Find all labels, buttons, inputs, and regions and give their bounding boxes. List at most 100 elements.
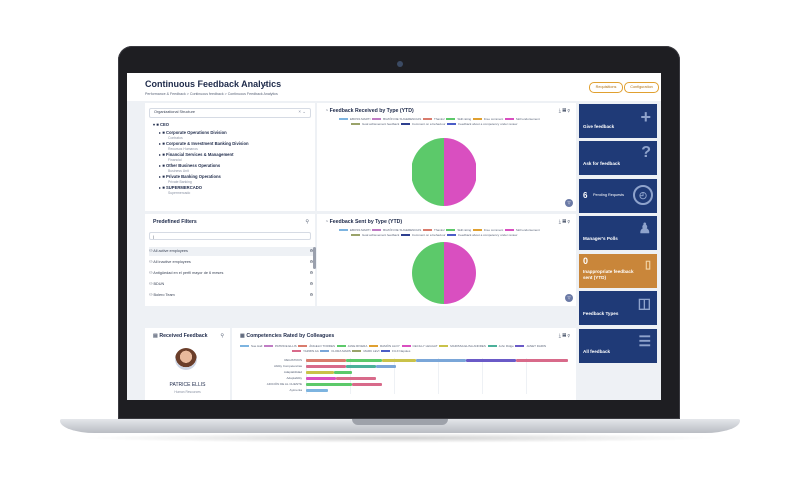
list-item[interactable]: ⚇ Bolero Team ⚙ <box>149 291 319 300</box>
bar-segment[interactable] <box>306 370 334 374</box>
tile-label: Pending Requests <box>593 193 625 197</box>
user-icon: ⚇ <box>149 271 153 275</box>
legend-item: ÁNGELO TORRES <box>309 344 335 348</box>
bar-segment[interactable] <box>306 364 346 368</box>
received-by-type-panel: ◔ Feedback Received by Type (YTD) ⤓ ▦ ⚲ … <box>317 103 576 211</box>
requisitions-button[interactable]: Requisitions <box>589 82 623 93</box>
gear-icon[interactable]: ⚙ <box>309 260 313 264</box>
download-icon[interactable]: ⤓ <box>558 219 561 225</box>
filter-icon[interactable]: ▽ <box>565 199 573 207</box>
gear-icon[interactable]: ⚙ <box>309 249 313 253</box>
competency-label: REGISTROS <box>284 358 302 362</box>
chevron-down-icon[interactable]: ⌄ <box>262 81 268 88</box>
legend-item: Free comment <box>483 117 504 121</box>
all-feedback-tile[interactable]: All feedback ☰ <box>579 329 657 363</box>
legend-item: Skill rating <box>457 228 472 232</box>
legend-item: BUZÓN DE SUGERENCIAS <box>383 228 422 232</box>
bar-segment[interactable] <box>334 370 352 374</box>
feedback-types-tile[interactable]: Feedback Types ◫ <box>579 291 657 325</box>
give-feedback-tile[interactable]: Give feedback + <box>579 104 657 138</box>
bar-segment[interactable] <box>346 358 382 362</box>
search-icon[interactable]: ⚲ <box>567 108 570 114</box>
tree-item[interactable]: ▸ ■ Private Banking Operations Private Ba… <box>159 174 221 184</box>
legend: YAZMIN AA FLORA MARS MARK LEVI FUJI Napo… <box>292 349 410 353</box>
competencies-title: Competencies Rated by Colleagues <box>246 333 335 339</box>
tree-item-label: Financial Services & Management <box>165 152 234 157</box>
bar-segment[interactable] <box>306 376 336 380</box>
pie-slice-skill-endorsement[interactable] <box>444 138 476 206</box>
bar-segment[interactable] <box>346 364 376 368</box>
list-item[interactable]: ⚇ All inactive employees ⚙ <box>149 258 319 267</box>
search-icon[interactable]: ⚲ <box>305 219 309 225</box>
bar-segment[interactable] <box>466 358 516 362</box>
list-item[interactable]: ⚇ BDUN ⚙ <box>149 280 319 289</box>
list-item[interactable]: ⚇ Antigüedad en el perfil mayor de 6 mes… <box>149 269 319 278</box>
download-icon[interactable]: ⤓ <box>558 108 561 114</box>
top-bar: Continuous Feedback Analytics ⌄ Performa… <box>127 73 661 101</box>
tree-root-label: CEO <box>159 122 170 127</box>
org-structure-select[interactable]: Organizational Structure × ⌄ <box>149 108 311 118</box>
bar-segment[interactable] <box>376 364 396 368</box>
filter-icon[interactable]: ▽ <box>565 294 573 302</box>
tree-root[interactable]: ▾ ■ CEO <box>153 122 170 127</box>
legend-item: Feedback about a competency under review <box>458 233 518 237</box>
pending-requests-tile[interactable]: 6 Pending Requests ◴ <box>579 179 657 213</box>
tree-item-label: Other Business Operations <box>165 163 221 168</box>
clock-icon: ◴ <box>633 185 653 205</box>
tree-item[interactable]: ▸ ■ Other Business Operations Business Un… <box>159 163 221 173</box>
inappropriate-feedback-tile[interactable]: 0 Inappropriate feedback sent (YTD) ▯ <box>579 254 657 288</box>
search-icon[interactable]: ⚲ <box>567 333 570 339</box>
tree-item[interactable]: ▸ ■ SUPERMERCADO Supermercado <box>159 185 203 195</box>
types-icon: ◫ <box>637 295 651 311</box>
breadcrumb[interactable]: Performance & Feedback > Continuous feed… <box>145 92 278 96</box>
ask-for-feedback-tile[interactable]: Ask for feedback ? <box>579 141 657 175</box>
legend-item: Thanks! <box>433 117 445 121</box>
gear-icon[interactable]: ⚙ <box>309 282 313 286</box>
table-icon[interactable]: ▦ <box>562 108 567 114</box>
pie-slice-skill-endorsement[interactable] <box>444 242 476 304</box>
webcam-icon <box>397 61 403 67</box>
avatar[interactable] <box>175 348 197 370</box>
tree-item[interactable]: ▸ ■ Financial Services & Management Finan… <box>159 152 234 162</box>
search-icon[interactable]: ⚲ <box>567 219 570 225</box>
bar-segment[interactable] <box>382 358 416 362</box>
list-item[interactable]: ⚇ All active employees ⚙ <box>149 247 319 256</box>
configuration-button[interactable]: Configuration <box>624 82 659 93</box>
legend-item: Skill endorsement <box>515 117 540 121</box>
gear-icon[interactable]: ⚙ <box>309 271 313 275</box>
tree-item-sub: Recursos Humanos <box>168 147 198 151</box>
filter-search-input[interactable]: | <box>149 232 311 240</box>
close-icon[interactable]: × ⌄ <box>298 109 306 114</box>
legend-item: BUZÓN DE SUGERENCIAS <box>383 117 422 121</box>
bar-segment[interactable] <box>306 388 328 392</box>
legend-item: CECILLY LEGGAT <box>412 344 438 348</box>
bar-segment[interactable] <box>306 382 352 386</box>
bar-segment[interactable] <box>416 358 466 362</box>
org-select-value: Organizational Structure <box>154 110 195 114</box>
filters-title: Predefined Filters <box>153 219 197 225</box>
bar-segment[interactable] <box>352 382 382 386</box>
scrollbar[interactable] <box>313 247 316 269</box>
legend-item: YAZMIN AA <box>303 349 319 353</box>
bar-segment[interactable] <box>516 358 568 362</box>
legend: EBOSS MARTI BUZÓN DE SUGERENCIAS Thanks!… <box>339 228 540 232</box>
managers-polls-tile[interactable]: Manager's Polls ♟ <box>579 216 657 250</box>
filter-item-label: BDUN <box>153 282 165 286</box>
bar-segment[interactable] <box>336 376 376 380</box>
tree-item[interactable]: ▸ ■ Corporate & Investment Banking Divis… <box>159 141 249 151</box>
legend-item: Feedback about a competency under review <box>458 122 518 126</box>
table-icon[interactable]: ▦ <box>562 333 567 339</box>
tree-item[interactable]: ▸ ■ Corporate Operations Division Contrat… <box>159 130 227 140</box>
poll-icon: ♟ <box>638 220 651 236</box>
tree-item-label: Corporate & Investment Banking Division <box>165 141 249 146</box>
table-icon[interactable]: ▦ <box>562 219 567 225</box>
download-icon[interactable]: ⤓ <box>558 333 561 339</box>
tile-count: 6 <box>583 191 588 200</box>
pie-slice-skill-rating[interactable] <box>412 242 444 304</box>
bar-segment[interactable] <box>306 358 346 362</box>
tree-item-sub: Financial <box>168 158 182 162</box>
gear-icon[interactable]: ⚙ <box>309 293 313 297</box>
pie-slice-skill-rating[interactable] <box>412 138 444 206</box>
search-icon[interactable]: ⚲ <box>220 333 224 339</box>
tree-item-label: SUPERMERCADO <box>165 185 203 190</box>
